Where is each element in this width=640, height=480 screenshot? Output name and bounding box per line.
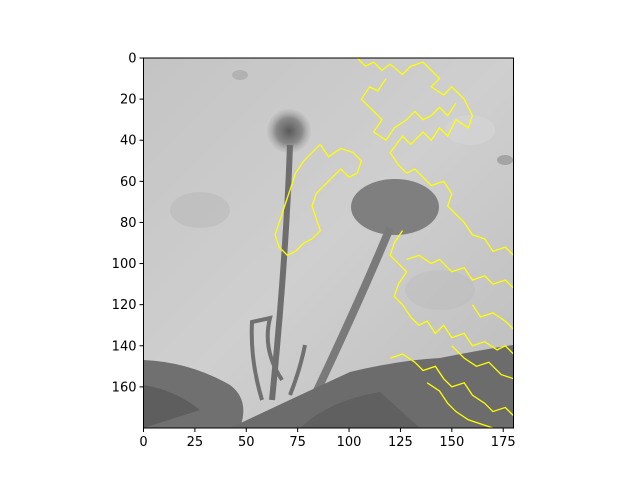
x-tick-label: 175 <box>491 435 516 450</box>
photo-image <box>143 58 514 428</box>
x-tick-label: 125 <box>388 435 413 450</box>
x-axis: 0 25 50 75 100 125 150 175 <box>139 428 516 450</box>
contour-line <box>426 382 494 428</box>
y-tick-label: 140 <box>112 339 137 354</box>
contour-line <box>356 58 514 256</box>
y-tick-label: 100 <box>112 257 137 272</box>
x-tick-label: 75 <box>289 435 306 450</box>
x-tick-label: 25 <box>187 435 204 450</box>
y-axis: 0 20 40 60 80 100 120 140 160 <box>112 52 144 395</box>
x-tick-label: 0 <box>139 435 147 450</box>
y-tick-label: 0 <box>128 52 136 67</box>
axes-frame <box>143 57 514 429</box>
x-tick-label: 100 <box>337 435 362 450</box>
contour-line <box>406 254 514 289</box>
y-tick-label: 160 <box>112 380 137 395</box>
contour-line <box>389 353 514 417</box>
y-tick-label: 60 <box>120 175 137 190</box>
y-tick-label: 20 <box>120 93 137 108</box>
contour-line <box>274 143 363 257</box>
y-tick-label: 80 <box>120 216 137 231</box>
x-tick-label: 50 <box>238 435 255 450</box>
contour-line <box>360 78 457 142</box>
contour-overlay <box>274 58 514 428</box>
y-tick-label: 40 <box>120 134 137 149</box>
contour-line <box>471 304 514 330</box>
x-tick-label: 150 <box>439 435 464 450</box>
contour-line <box>389 230 514 355</box>
contour-line <box>451 345 514 380</box>
y-tick-label: 120 <box>112 298 137 313</box>
